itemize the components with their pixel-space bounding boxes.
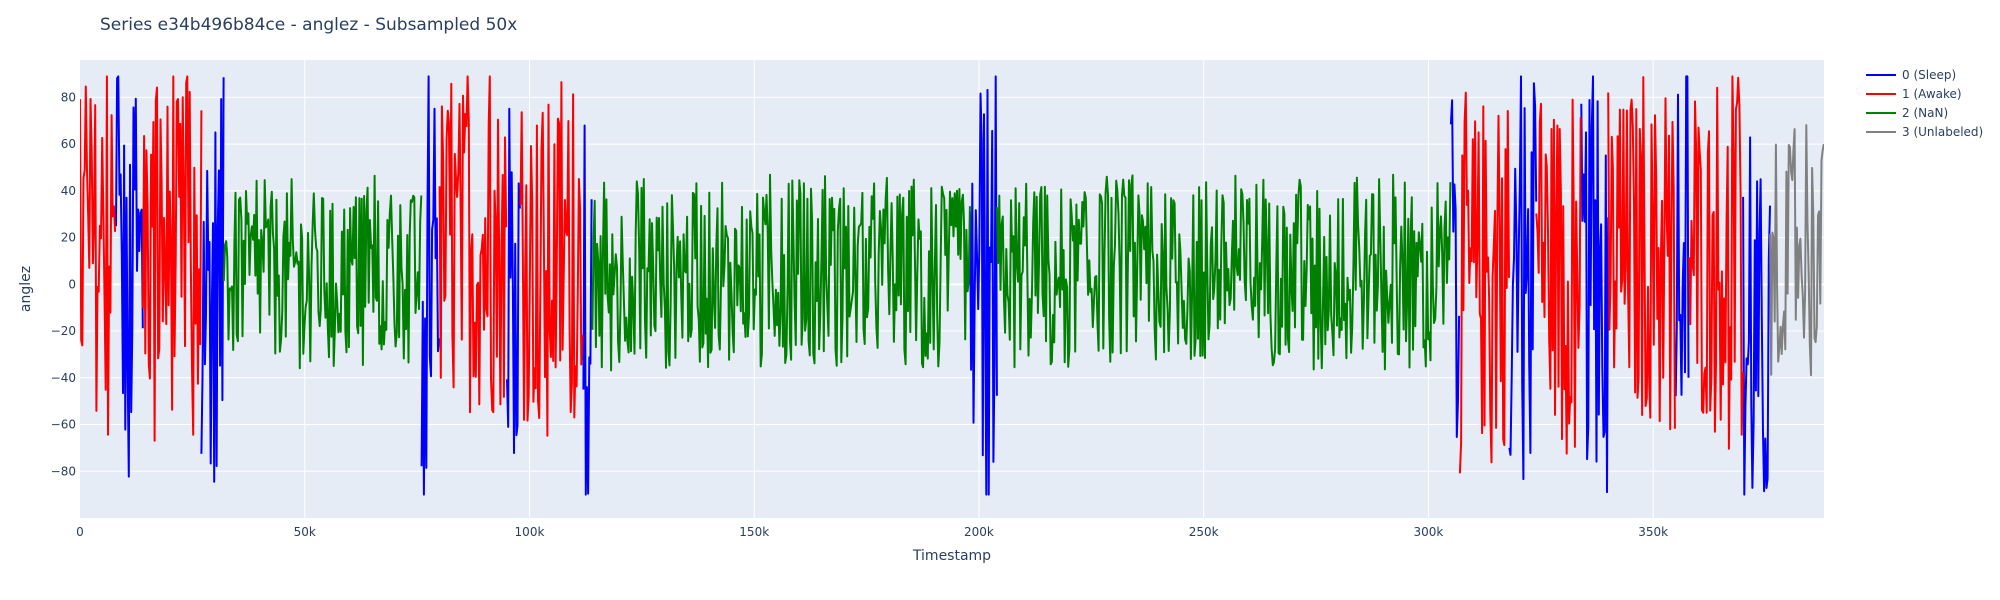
legend-label[interactable]: 3 (Unlabeled)	[1902, 125, 1983, 139]
legend-label[interactable]: 0 (Sleep)	[1902, 68, 1956, 82]
y-tick-label: −60	[51, 418, 76, 432]
x-tick-label: 350k	[1638, 525, 1668, 539]
y-axis-title: anglez	[18, 266, 34, 312]
y-tick-label: −80	[51, 464, 76, 478]
series-line-1	[141, 75, 203, 442]
series-line-0	[1674, 75, 1690, 397]
series-line-0	[1742, 136, 1771, 496]
x-tick-label: 250k	[1189, 525, 1219, 539]
y-tick-label: 20	[61, 231, 76, 245]
legend-label[interactable]: 1 (Awake)	[1902, 87, 1962, 101]
y-axis-ticks: −80 −60 −40 −20 0 20 40 60 80	[51, 90, 76, 478]
series-line-0	[506, 107, 521, 454]
y-tick-label: 40	[61, 184, 76, 198]
series-line-0	[1580, 75, 1610, 494]
x-tick-label: 150k	[739, 525, 769, 539]
series-line-1	[1607, 76, 1676, 431]
y-tick-label: 60	[61, 137, 76, 151]
series-line-0	[115, 75, 144, 478]
x-axis-title: Timestamp	[912, 548, 991, 564]
y-tick-label: −20	[51, 324, 76, 338]
series-line-0	[1449, 99, 1461, 438]
series-line-2	[995, 173, 1452, 371]
x-axis-ticks: 0 50k 100k 150k 200k 250k 300k 350k	[76, 525, 1668, 539]
series-line-3	[1769, 124, 1824, 377]
series-line-1	[519, 81, 584, 437]
legend-label[interactable]: 2 (NaN)	[1902, 106, 1948, 120]
x-tick-label: 200k	[964, 525, 994, 539]
x-tick-label: 100k	[515, 525, 545, 539]
series-line-0	[420, 75, 441, 496]
series-line-1	[1535, 98, 1582, 455]
y-tick-label: −40	[51, 371, 76, 385]
series-line-1	[1458, 91, 1510, 474]
series-line-2	[591, 173, 971, 372]
series-layer	[80, 75, 1824, 496]
y-tick-label: 80	[61, 90, 76, 104]
series-line-1	[80, 75, 117, 436]
chart-title: Series e34b496b84ce - anglez - Subsample…	[100, 15, 517, 35]
x-tick-label: 300k	[1414, 525, 1444, 539]
series-line-0	[582, 124, 593, 496]
x-tick-label: 50k	[294, 525, 316, 539]
series-line-1	[1688, 75, 1744, 450]
x-tick-label: 0	[76, 525, 84, 539]
y-tick-label: 0	[68, 277, 76, 291]
series-line-0	[969, 75, 998, 496]
legend: 0 (Sleep) 1 (Awake) 2 (NaN) 3 (Unlabeled)	[1866, 68, 1983, 139]
series-line-2	[222, 174, 423, 370]
series-line-0	[200, 77, 225, 483]
series-line-1	[438, 75, 508, 414]
series-line-0	[1508, 75, 1538, 481]
